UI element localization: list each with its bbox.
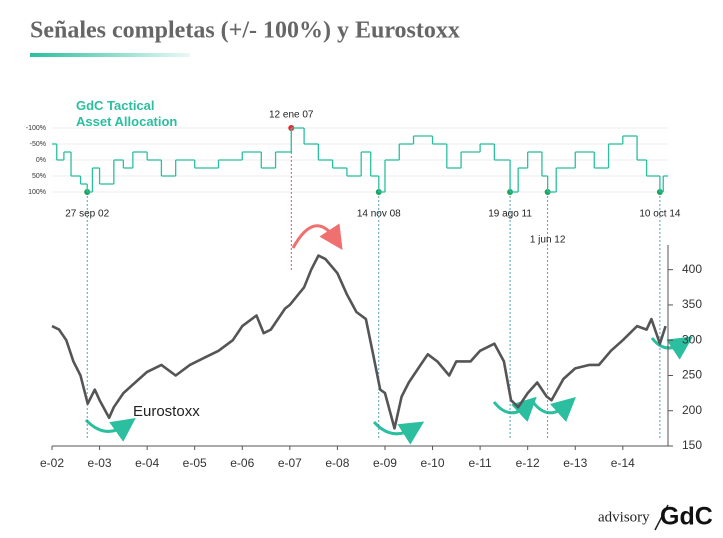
index-line (51, 254, 667, 430)
y-tick-label: 300 (682, 332, 702, 346)
y-tick-label: 400 (682, 262, 702, 276)
arrows (84, 223, 693, 445)
page-title: Señales completas (+/- 100%) y Eurostoxx (30, 18, 460, 44)
y-tick-label: 100% (28, 189, 46, 196)
series-label: Eurostoxx (133, 403, 200, 420)
y-tick-label: 0% (36, 157, 46, 164)
x-tick-label: e-11 (469, 456, 492, 470)
x-tick-label: e-03 (88, 456, 112, 470)
annotation-label: 12 ene 07 (269, 110, 314, 121)
x-tick-label: e-07 (278, 456, 302, 470)
annotation-label: 10 oct 14 (639, 209, 681, 220)
y-tick-label: -50% (30, 141, 46, 148)
x-tick-label: e-04 (135, 456, 159, 470)
x-tick-label: e-05 (183, 456, 207, 470)
y-tick-label: 150 (682, 438, 702, 452)
y-tick-label: 250 (682, 368, 702, 382)
x-tick-label: e-14 (611, 456, 635, 470)
x-tick-label: e-02 (40, 456, 64, 470)
x-tick-label: e-10 (421, 456, 445, 470)
y-tick-label: 350 (682, 297, 702, 311)
x-tick-label: e-06 (230, 456, 254, 470)
x-tick-label: e-12 (516, 456, 540, 470)
y-tick-label: 200 (682, 403, 702, 417)
logo-word: advisory (598, 509, 650, 525)
annotation-label: 19 ago 11 (488, 209, 532, 220)
title-underline (30, 53, 190, 57)
signal-title: GdC Tactical Asset Allocation (76, 98, 178, 129)
x-tick-label: e-13 (563, 456, 587, 470)
x-tick-label: e-08 (325, 456, 349, 470)
logo-slash (654, 504, 669, 531)
x-tick-label: e-09 (373, 456, 397, 470)
y-tick-label: -100% (26, 125, 46, 132)
annotation-label: 27 sep 02 (65, 209, 109, 220)
annotation-label: 14 nov 08 (357, 209, 401, 220)
y-tick-label: 50% (32, 173, 46, 180)
annotation-label: 1 jun 12 (530, 235, 566, 246)
logo-brand: GdC (660, 503, 713, 531)
